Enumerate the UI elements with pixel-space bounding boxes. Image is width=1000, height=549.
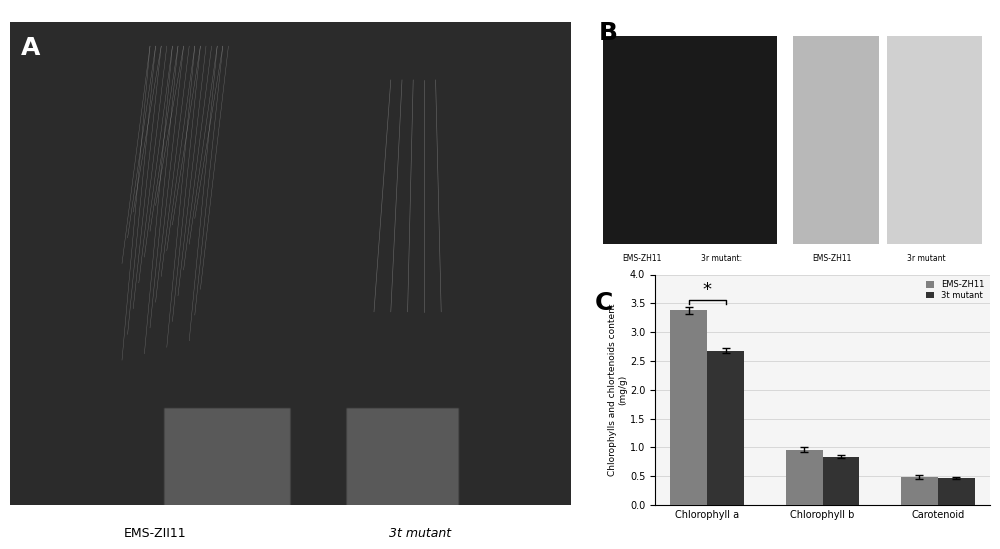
Text: A: A <box>21 36 41 60</box>
Bar <box>670 310 707 505</box>
Text: C: C <box>595 291 613 315</box>
Text: 3r mutant:: 3r mutant: <box>701 254 742 262</box>
Bar <box>823 457 859 505</box>
Bar <box>792 36 879 244</box>
Text: EMS-ZII11: EMS-ZII11 <box>124 527 186 540</box>
Legend: EMS-ZH11, 3t mutant: EMS-ZH11, 3t mutant <box>924 279 986 301</box>
Bar <box>938 478 975 505</box>
Text: 3r mutant: 3r mutant <box>907 254 946 262</box>
Text: B: B <box>599 21 618 46</box>
Text: EMS-ZH11: EMS-ZH11 <box>623 254 662 262</box>
Bar <box>786 450 823 505</box>
Text: *: * <box>703 281 712 299</box>
Bar <box>707 351 744 505</box>
Text: EMS-ZH11: EMS-ZH11 <box>812 254 852 262</box>
Text: 3t mutant: 3t mutant <box>389 527 451 540</box>
Y-axis label: Chlorophylls and chlortenoids content
(mg/g): Chlorophylls and chlortenoids content (m… <box>608 304 627 476</box>
Bar <box>603 36 777 244</box>
Bar <box>901 477 938 505</box>
Bar <box>887 36 982 244</box>
